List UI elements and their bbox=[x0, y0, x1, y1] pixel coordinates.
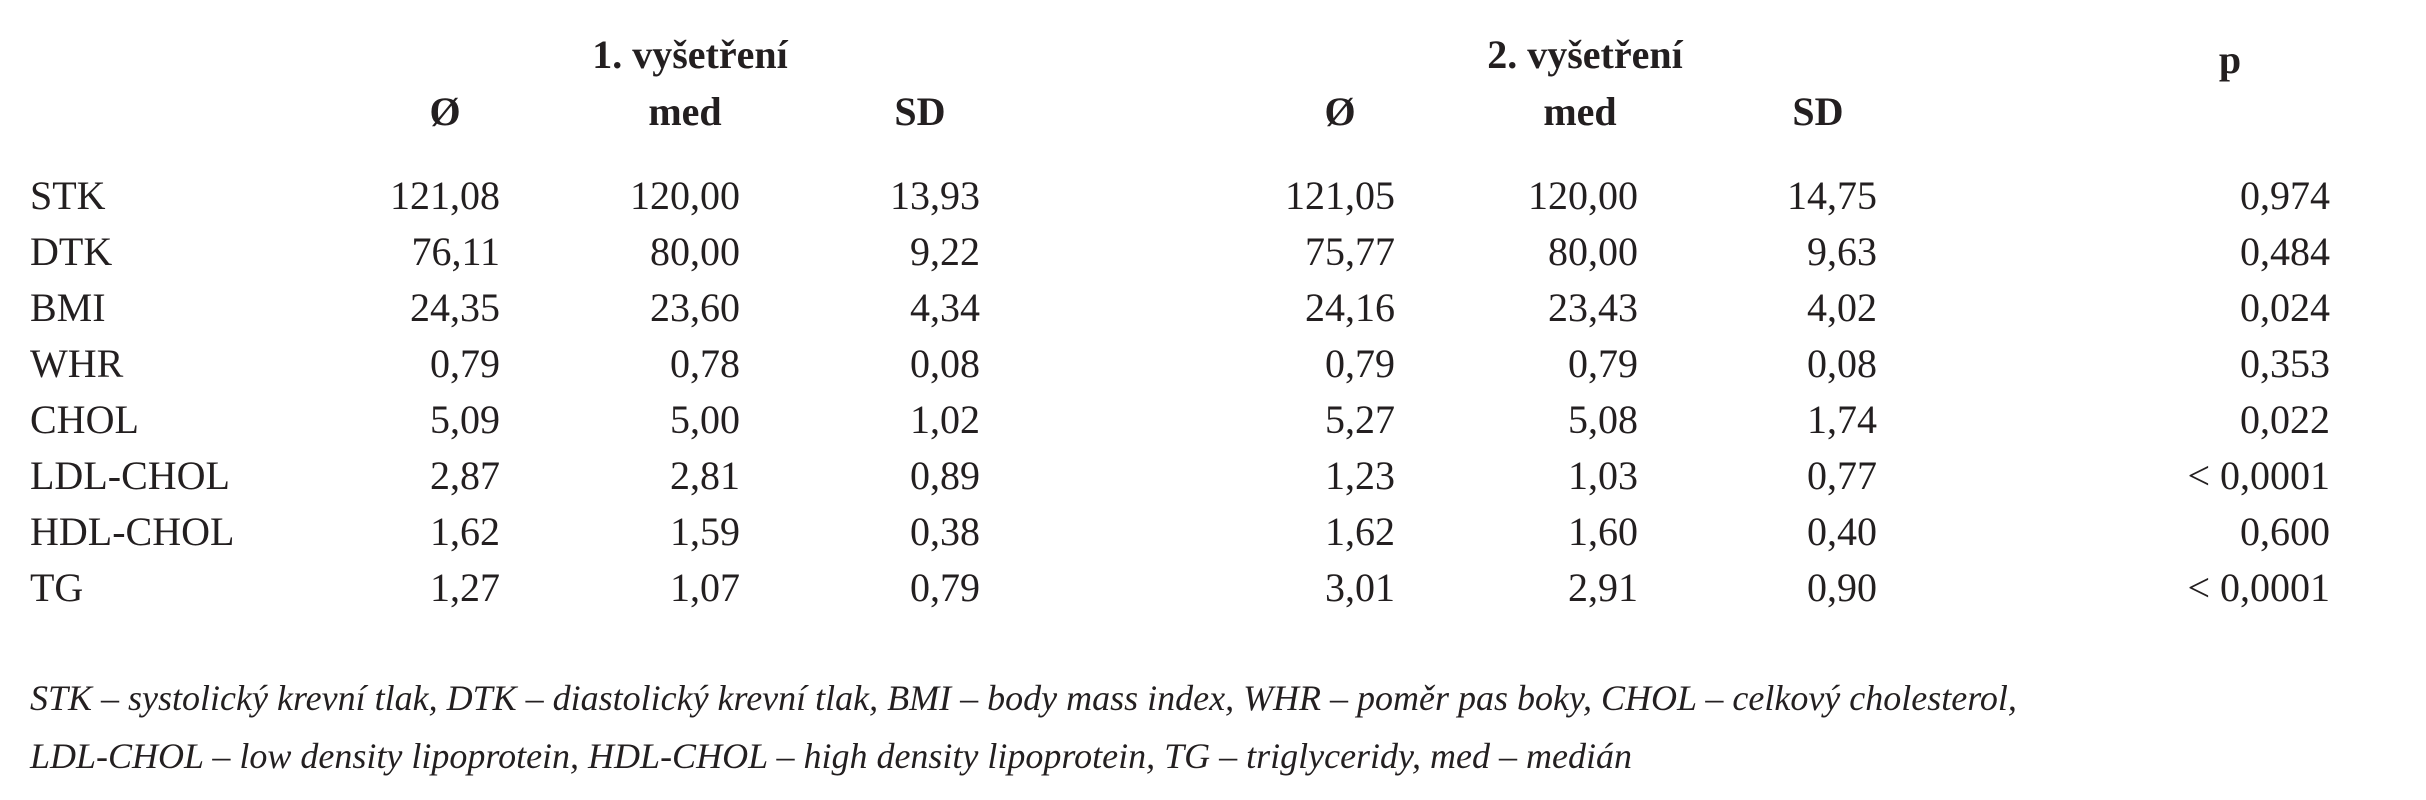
table-cell: 0,38 bbox=[910, 509, 980, 554]
table-cell: 9,63 bbox=[1807, 229, 1877, 274]
table-cell: 1,07 bbox=[670, 565, 740, 610]
table-cell-p: 0,024 bbox=[2240, 285, 2330, 330]
table-cell: 14,75 bbox=[1787, 173, 1877, 218]
table-cell: 23,60 bbox=[650, 285, 740, 330]
table-cell: 1,23 bbox=[1325, 453, 1395, 498]
row-label: WHR bbox=[30, 341, 124, 386]
table-cell: 75,77 bbox=[1305, 229, 1395, 274]
row-label: BMI bbox=[30, 285, 106, 330]
table-cell: 5,27 bbox=[1325, 397, 1395, 442]
column-header-mean-2: Ø bbox=[1324, 89, 1356, 134]
table-cell: 0,79 bbox=[1568, 341, 1638, 386]
column-header-median-1: med bbox=[648, 89, 722, 134]
group-header-exam-2: 2. vyšetření bbox=[1487, 32, 1683, 77]
column-header-sd-1: SD bbox=[894, 89, 946, 134]
table-cell: 80,00 bbox=[650, 229, 740, 274]
row-label: STK bbox=[30, 173, 106, 218]
table-cell: 24,35 bbox=[410, 285, 500, 330]
table-cell: 5,09 bbox=[430, 397, 500, 442]
table-cell: 1,59 bbox=[670, 509, 740, 554]
row-label: TG bbox=[30, 565, 84, 610]
table-cell: 4,02 bbox=[1807, 285, 1877, 330]
column-header-p: p bbox=[2218, 37, 2242, 82]
row-label: CHOL bbox=[30, 397, 139, 442]
table-cell: 1,27 bbox=[430, 565, 500, 610]
table-cell: 0,89 bbox=[910, 453, 980, 498]
table-cell: 1,74 bbox=[1807, 397, 1877, 442]
table-cell: 5,08 bbox=[1568, 397, 1638, 442]
row-label: HDL-CHOL bbox=[30, 509, 235, 554]
table-cell: 0,77 bbox=[1807, 453, 1877, 498]
footnote-line-2: LDL-CHOL – low density lipoprotein, HDL-… bbox=[30, 736, 1632, 776]
table-cell: 3,01 bbox=[1325, 565, 1395, 610]
table-cell: 0,79 bbox=[430, 341, 500, 386]
table-cell: 1,03 bbox=[1568, 453, 1638, 498]
row-label: LDL-CHOL bbox=[30, 453, 230, 498]
table-cell: 24,16 bbox=[1305, 285, 1395, 330]
table-cell: 13,93 bbox=[890, 173, 980, 218]
group-header-exam-1: 1. vyšetření bbox=[592, 32, 788, 77]
table-cell-p: 0,022 bbox=[2240, 397, 2330, 442]
table-cell: 0,08 bbox=[910, 341, 980, 386]
column-header-sd-2: SD bbox=[1792, 89, 1844, 134]
table-cell: 5,00 bbox=[670, 397, 740, 442]
table-cell: 2,81 bbox=[670, 453, 740, 498]
table-cell: 80,00 bbox=[1548, 229, 1638, 274]
table-cell: 2,87 bbox=[430, 453, 500, 498]
column-header-mean-1: Ø bbox=[429, 89, 461, 134]
table-cell: 76,11 bbox=[411, 229, 500, 274]
table-cell-p: < 0,0001 bbox=[2187, 453, 2330, 498]
table-cell: 121,08 bbox=[390, 173, 500, 218]
table-cell: 23,43 bbox=[1548, 285, 1638, 330]
table-cell: 1,60 bbox=[1568, 509, 1638, 554]
table-cell-p: 0,353 bbox=[2240, 341, 2330, 386]
table-cell: 4,34 bbox=[910, 285, 980, 330]
table-cell-p: 0,484 bbox=[2240, 229, 2330, 274]
table-cell: 2,91 bbox=[1568, 565, 1638, 610]
table-cell: 0,40 bbox=[1807, 509, 1877, 554]
table-cell-p: < 0,0001 bbox=[2187, 565, 2330, 610]
table-cell: 120,00 bbox=[1528, 173, 1638, 218]
row-label: DTK bbox=[30, 229, 113, 274]
table-cell: 0,08 bbox=[1807, 341, 1877, 386]
column-header-median-2: med bbox=[1543, 89, 1617, 134]
table-cell: 1,02 bbox=[910, 397, 980, 442]
table-cell: 0,79 bbox=[910, 565, 980, 610]
table-cell: 9,22 bbox=[910, 229, 980, 274]
table-cell: 1,62 bbox=[430, 509, 500, 554]
table-cell-p: 0,600 bbox=[2240, 509, 2330, 554]
table-cell: 1,62 bbox=[1325, 509, 1395, 554]
table-cell: 120,00 bbox=[630, 173, 740, 218]
table-cell: 121,05 bbox=[1285, 173, 1395, 218]
table-cell: 0,90 bbox=[1807, 565, 1877, 610]
table-cell: 0,78 bbox=[670, 341, 740, 386]
table-cell-p: 0,974 bbox=[2240, 173, 2330, 218]
table-cell: 0,79 bbox=[1325, 341, 1395, 386]
footnote-line-1: STK – systolický krevní tlak, DTK – dias… bbox=[30, 678, 2017, 718]
